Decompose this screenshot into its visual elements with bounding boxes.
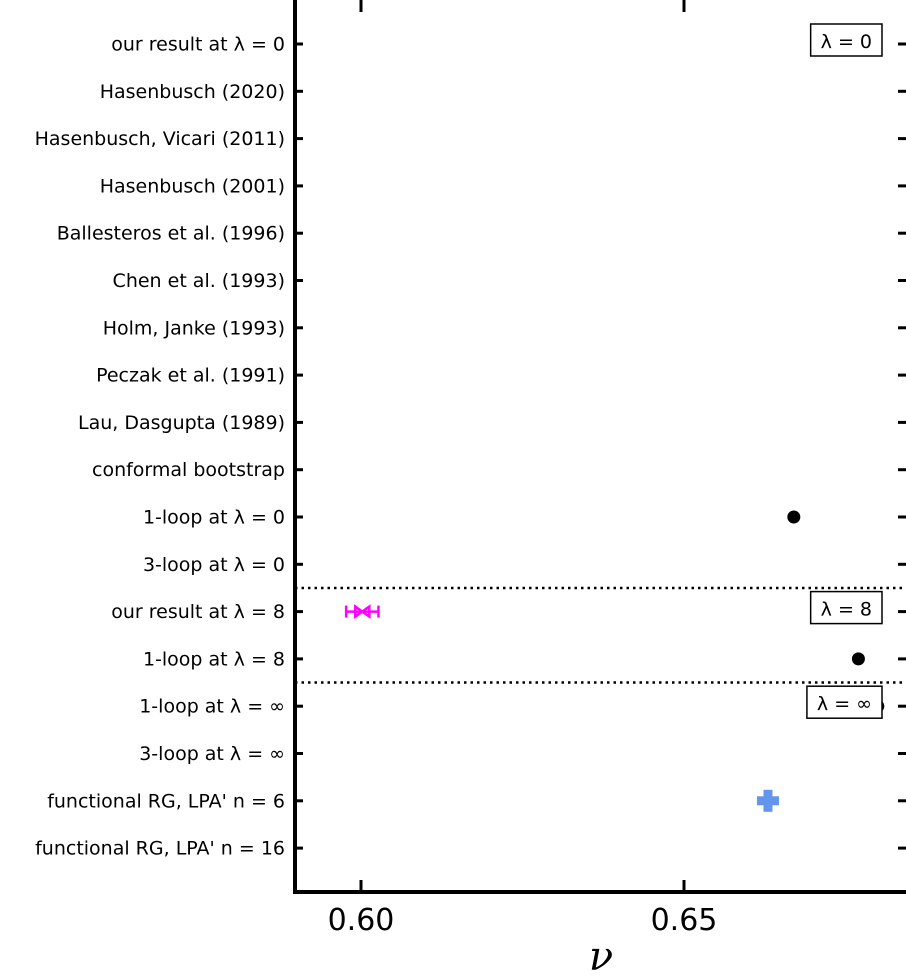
data-row: Holm, Janke (1993) <box>103 317 906 339</box>
row-label: 3-loop at λ = 0 <box>143 554 285 576</box>
data-row: Hasenbusch (2020) <box>100 81 906 103</box>
annotation-box <box>809 23 883 57</box>
chart-marks: 0.600.650.700.75our result at λ = 0Hasen… <box>35 0 906 938</box>
row-label: our result at λ = 8 <box>111 601 285 623</box>
annotation-box <box>806 685 883 719</box>
data-row: our result at λ = 8 <box>111 601 906 623</box>
data-row: 3-loop at λ = 0 <box>143 554 906 576</box>
data-row: Ballesteros et al. (1996) <box>57 223 906 245</box>
data-row: 1-loop at λ = 8 <box>143 648 906 670</box>
data-row: Chen et al. (1993) <box>113 270 906 292</box>
row-label: Peczak et al. (1991) <box>96 365 285 387</box>
data-point <box>851 652 865 666</box>
row-label: our result at λ = 0 <box>111 34 285 56</box>
data-row: our result at λ = 0 <box>111 34 906 56</box>
annotation-text: λ = 0 <box>821 31 872 53</box>
row-label: 1-loop at λ = ∞ <box>139 696 285 718</box>
row-label: 1-loop at λ = 0 <box>143 507 285 529</box>
annotation-box <box>809 590 883 625</box>
row-label: functional RG, LPA' n = 16 <box>35 838 285 860</box>
data-row: functional RG, LPA' n = 6 <box>47 789 906 812</box>
lambda-annotation: λ = 0 <box>809 23 883 57</box>
row-label: Hasenbusch (2020) <box>100 81 285 103</box>
row-label: functional RG, LPA' n = 6 <box>47 790 285 812</box>
row-label: 3-loop at λ = ∞ <box>139 743 285 765</box>
row-label: Chen et al. (1993) <box>113 270 285 292</box>
x-tick-label: 0.60 <box>328 903 395 938</box>
data-row: 1-loop at λ = ∞ <box>139 696 906 718</box>
data-row: conformal bootstrap <box>92 459 906 481</box>
x-axis-title: ν <box>589 934 613 976</box>
row-label: conformal bootstrap <box>92 459 285 481</box>
data-row: 3-loop at λ = ∞ <box>139 743 906 765</box>
x-tick-label: 0.65 <box>651 903 718 938</box>
row-label: Hasenbusch (2001) <box>100 175 285 197</box>
lambda-annotation: λ = ∞ <box>806 685 883 719</box>
row-label: Holm, Janke (1993) <box>103 317 285 339</box>
data-row: Hasenbusch, Vicari (2011) <box>35 128 906 150</box>
annotation-text: λ = 8 <box>821 599 872 621</box>
data-point <box>763 789 773 812</box>
plot-frame <box>293 0 906 894</box>
lambda-annotation: λ = 8 <box>809 590 883 625</box>
annotation-text: λ = ∞ <box>817 693 872 715</box>
data-point <box>354 604 371 620</box>
data-row: Hasenbusch (2001) <box>100 175 906 197</box>
data-row: Lau, Dasgupta (1989) <box>78 412 906 434</box>
row-label: Lau, Dasgupta (1989) <box>78 412 285 434</box>
data-row: functional RG, LPA' n = 16 <box>35 838 906 860</box>
row-label: Ballesteros et al. (1996) <box>57 223 285 245</box>
data-row: Peczak et al. (1991) <box>96 365 906 387</box>
data-point <box>787 510 801 524</box>
row-label: 1-loop at λ = 8 <box>143 648 285 670</box>
row-label: Hasenbusch, Vicari (2011) <box>35 128 285 150</box>
data-row: 1-loop at λ = 0 <box>143 507 906 529</box>
